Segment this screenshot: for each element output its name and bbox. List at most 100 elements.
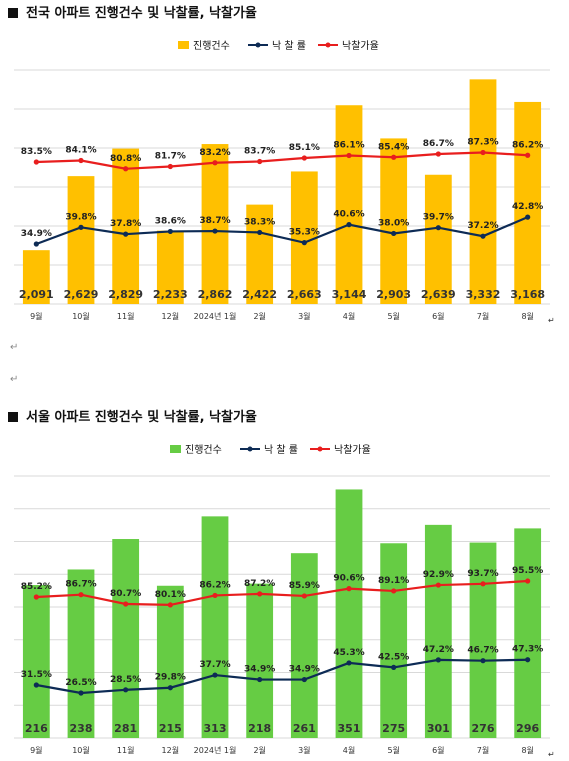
x-tick-label: 6월 bbox=[432, 745, 444, 755]
auction-rate-value-label: 35.3% bbox=[289, 228, 320, 238]
bar bbox=[156, 585, 184, 738]
auction-rate-point bbox=[301, 676, 307, 683]
price-rate-value-label: 81.7% bbox=[155, 152, 186, 162]
chart-legend: 진행건수 낙 찰 률 낙찰가율 bbox=[170, 444, 371, 456]
price-rate-value-label: 84.1% bbox=[65, 146, 96, 156]
x-tick-label: 3월 bbox=[298, 311, 310, 321]
x-tick-label: 12월 bbox=[162, 311, 180, 321]
auction-rate-point bbox=[212, 228, 218, 234]
price-rate-value-label: 80.8% bbox=[110, 154, 141, 164]
price-rate-point bbox=[301, 593, 307, 599]
x-tick-label: 9월 bbox=[30, 311, 42, 321]
legend-marker-price bbox=[325, 42, 331, 48]
price-rate-value-label: 90.6% bbox=[333, 574, 364, 584]
price-rate-value-label: 87.2% bbox=[244, 579, 275, 589]
price-rate-point bbox=[212, 592, 218, 599]
bar-value-label: 2,862 bbox=[198, 288, 233, 301]
x-tick-label: 9월 bbox=[30, 745, 42, 755]
price-rate-value-label: 83.7% bbox=[244, 147, 275, 157]
bar bbox=[380, 543, 408, 738]
auction-rate-point bbox=[480, 658, 486, 664]
auction-rate-value-label: 42.5% bbox=[378, 652, 409, 662]
x-tick-label: 11월 bbox=[117, 745, 135, 755]
square-bullet-icon bbox=[8, 412, 18, 422]
legend-label-rate: 낙 찰 률 bbox=[272, 40, 306, 52]
auction-rate-point bbox=[525, 214, 531, 220]
bar-value-label: 3,168 bbox=[510, 288, 545, 301]
bar bbox=[112, 148, 140, 304]
bar-value-label: 215 bbox=[159, 722, 182, 735]
bar bbox=[424, 174, 452, 304]
price-rate-point bbox=[346, 586, 352, 592]
legend-label-bars: 진행건수 bbox=[185, 444, 222, 456]
auction-rate-point bbox=[480, 233, 486, 239]
price-rate-line bbox=[36, 579, 528, 607]
auction-rate-value-label: 37.2% bbox=[467, 221, 498, 231]
auction-rate-value-label: 38.3% bbox=[244, 217, 275, 227]
price-rate-value-label: 85.9% bbox=[289, 581, 320, 591]
bar-value-label: 2,829 bbox=[108, 288, 143, 301]
price-rate-value-label: 85.2% bbox=[21, 582, 52, 592]
price-rate-value-label: 86.2% bbox=[199, 580, 230, 590]
bar-value-label: 276 bbox=[472, 722, 495, 735]
price-rate-point bbox=[391, 154, 397, 160]
bar-value-label: 2,639 bbox=[421, 288, 456, 301]
auction-rate-value-label: 39.7% bbox=[423, 213, 454, 223]
auction-rate-line bbox=[35, 216, 529, 246]
bar bbox=[22, 585, 50, 738]
paragraph-mark-icon: ↵ bbox=[10, 342, 19, 353]
price-rate-point bbox=[525, 578, 531, 584]
paragraph-mark-icon: ↵ bbox=[548, 316, 555, 325]
price-rate-point bbox=[257, 591, 263, 597]
price-rate-point bbox=[212, 160, 218, 166]
price-rate-point bbox=[346, 152, 352, 159]
auction-rate-value-label: 39.8% bbox=[65, 212, 96, 222]
x-tick-label: 6월 bbox=[432, 311, 444, 321]
bar-value-label: 2,629 bbox=[64, 288, 99, 301]
price-rate-line bbox=[36, 151, 528, 170]
price-rate-value-label: 86.2% bbox=[512, 140, 543, 150]
x-tick-label: 3월 bbox=[298, 745, 310, 755]
national-chart-title: 전국 아파트 진행건수 및 낙찰률, 낙찰가율 bbox=[26, 6, 257, 21]
price-rate-point bbox=[391, 588, 397, 594]
auction-rate-value-label: 37.7% bbox=[199, 660, 230, 670]
auction-rate-value-label: 47.3% bbox=[512, 645, 543, 655]
bar bbox=[67, 176, 95, 304]
x-tick-label: 4월 bbox=[343, 311, 355, 321]
auction-rate-value-label: 38.7% bbox=[199, 216, 230, 226]
x-tick-label: 7월 bbox=[477, 311, 489, 321]
bar-value-label: 218 bbox=[248, 722, 271, 735]
legend-marker-rate bbox=[255, 42, 261, 48]
bar bbox=[469, 79, 497, 304]
auction-rate-point bbox=[435, 657, 441, 663]
legend-swatch-bars bbox=[178, 41, 189, 49]
auction-rate-value-label: 40.6% bbox=[333, 210, 364, 220]
x-tick-label: 11월 bbox=[117, 311, 135, 321]
price-rate-point bbox=[123, 601, 129, 607]
bar bbox=[424, 524, 452, 738]
auction-rate-point bbox=[78, 690, 84, 696]
price-rate-value-label: 92.9% bbox=[423, 570, 454, 580]
price-rate-value-label: 86.7% bbox=[423, 139, 454, 149]
auction-rate-value-label: 47.2% bbox=[423, 645, 454, 655]
bar bbox=[335, 105, 363, 305]
auction-rate-value-label: 31.5% bbox=[21, 670, 52, 680]
price-rate-point bbox=[167, 602, 173, 608]
x-tick-label: 10월 bbox=[72, 745, 90, 755]
bar bbox=[22, 250, 50, 304]
auction-rate-point bbox=[346, 660, 352, 666]
price-rate-point bbox=[257, 158, 263, 165]
price-rate-point bbox=[33, 594, 39, 600]
seoul-auction-chart: 진행건수 낙 찰 률 낙찰가율 216 238 281 215 313 218 261 351 275… bbox=[8, 436, 556, 756]
bar-value-label: 2,422 bbox=[242, 288, 277, 301]
seoul-chart-heading: 서울 아파트 진행건수 및 낙찰률, 낙찰가율 bbox=[8, 406, 257, 425]
bar bbox=[246, 583, 274, 738]
price-rate-value-label: 80.7% bbox=[110, 589, 141, 599]
chart-legend: 진행건수 낙 찰 률 낙찰가율 bbox=[178, 40, 379, 52]
auction-rate-point bbox=[435, 225, 441, 231]
bar bbox=[335, 489, 363, 738]
legend-label-price: 낙찰가율 bbox=[342, 40, 379, 52]
auction-rate-point bbox=[391, 230, 397, 237]
price-rate-value-label: 83.5% bbox=[21, 147, 52, 157]
auction-rate-value-label: 42.8% bbox=[512, 202, 543, 212]
